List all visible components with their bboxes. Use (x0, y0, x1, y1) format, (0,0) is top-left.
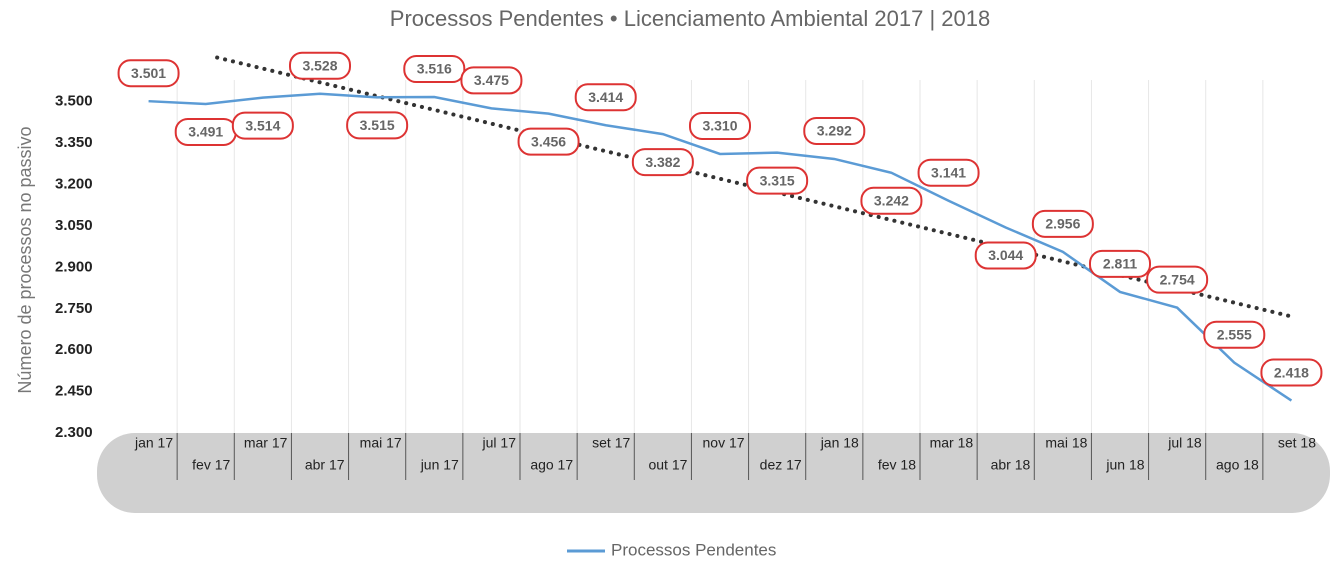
x-tick-label: mar 17 (244, 435, 288, 451)
x-tick-label: out 17 (648, 457, 687, 473)
data-label-box (117, 59, 180, 88)
y-tick-label: 2.600 (55, 341, 93, 358)
data-label-box (1146, 265, 1209, 294)
data-label: 3.456 (531, 133, 566, 149)
data-label: 2.418 (1274, 364, 1309, 380)
data-label: 3.310 (702, 118, 737, 134)
y-tick-label: 2.300 (55, 424, 93, 441)
x-tick-label: mai 17 (360, 435, 402, 451)
x-tick-label: mai 18 (1045, 435, 1087, 451)
y-axis-label: Número de processos no passivo (15, 126, 35, 393)
data-label: 3.292 (817, 123, 852, 139)
data-label: 3.475 (474, 72, 509, 88)
x-tick-label: dez 17 (760, 457, 802, 473)
data-label-box (974, 241, 1037, 270)
data-label: 3.044 (988, 247, 1023, 263)
data-label: 2.555 (1217, 326, 1252, 342)
data-label-box (1260, 358, 1323, 387)
data-label-box (689, 111, 751, 140)
data-label: 3.491 (188, 124, 223, 140)
x-tick-label: ago 17 (530, 457, 573, 473)
data-label-box (746, 166, 809, 195)
x-tick-label: fev 17 (192, 457, 230, 473)
data-label: 3.414 (588, 89, 623, 105)
y-tick-label: 2.900 (55, 258, 93, 275)
data-label-box (460, 66, 523, 95)
data-label-box (631, 148, 694, 177)
data-label: 3.514 (245, 117, 280, 133)
data-label-box (1203, 320, 1266, 349)
data-label-box (860, 186, 923, 215)
data-label: 3.141 (931, 164, 966, 180)
data-label-box (1089, 249, 1151, 278)
x-tick-label: jun 18 (1105, 457, 1144, 473)
data-label-box (517, 127, 580, 156)
data-label: 3.516 (417, 61, 452, 77)
x-tick-label: fev 18 (878, 457, 916, 473)
y-tick-label: 3.200 (55, 175, 93, 192)
data-label: 3.315 (760, 172, 795, 188)
x-tick-label: abr 17 (305, 457, 345, 473)
data-label: 3.382 (645, 154, 680, 170)
data-label: 2.754 (1160, 271, 1195, 287)
data-label-box (917, 158, 980, 187)
data-label-box (346, 111, 409, 140)
data-label-box (574, 83, 637, 112)
y-tick-label: 3.050 (55, 217, 93, 234)
x-tick-label: nov 17 (703, 435, 745, 451)
legend-label: Processos Pendentes (611, 540, 776, 559)
x-tick-label: mar 18 (930, 435, 974, 451)
data-label: 3.515 (360, 117, 395, 133)
data-label-box (403, 55, 466, 84)
x-tick-label: jul 18 (1167, 435, 1202, 451)
x-tick-label: jan 18 (820, 435, 859, 451)
x-tick-label: abr 18 (991, 457, 1031, 473)
data-label: 2.811 (1103, 256, 1137, 272)
data-label-box (289, 51, 351, 80)
data-label: 2.956 (1045, 216, 1080, 232)
data-label: 3.242 (874, 192, 909, 208)
x-tick-label: ago 18 (1216, 457, 1259, 473)
x-tick-label: set 18 (1278, 435, 1316, 451)
data-label-box (231, 111, 294, 140)
y-tick-label: 3.350 (55, 134, 93, 151)
data-label-box (803, 116, 866, 145)
data-label: 3.501 (131, 65, 166, 81)
x-tick-label: jun 17 (420, 457, 459, 473)
data-label: 3.528 (302, 57, 337, 73)
y-tick-label: 2.450 (55, 383, 93, 400)
y-tick-label: 2.750 (55, 300, 93, 317)
series-line (148, 92, 1293, 402)
x-tick-label: jul 17 (482, 435, 517, 451)
y-tick-label: 3.500 (55, 92, 93, 109)
x-tick-label: jan 17 (134, 435, 173, 451)
x-tick-label: set 17 (592, 435, 630, 451)
chart-title: Processos Pendentes • Licenciamento Ambi… (390, 6, 990, 31)
data-label-box (1031, 209, 1094, 238)
